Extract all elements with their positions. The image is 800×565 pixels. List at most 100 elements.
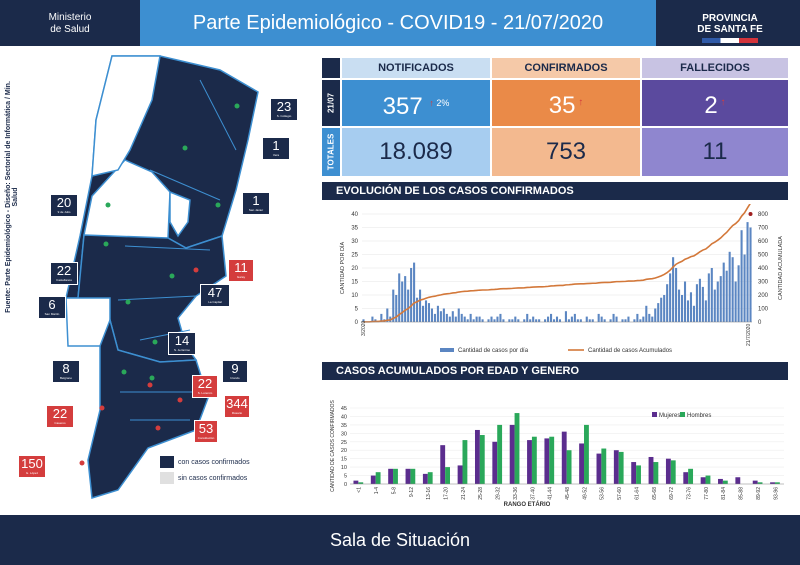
daily-bar	[490, 316, 493, 322]
bar-mujeres	[544, 438, 550, 484]
x-tick-label: 85-88	[739, 487, 745, 500]
daily-bar	[451, 311, 454, 322]
y-tick-label: 10	[351, 293, 358, 299]
legend-none: sin casos confirmados	[178, 475, 248, 482]
daily-bar	[508, 319, 511, 322]
province-line1: PROVINCIA	[702, 13, 758, 24]
daily-bar	[573, 313, 576, 322]
y-tick-label: 5	[355, 307, 359, 313]
y-axis-label: CANTIDAD POR DÍA	[339, 242, 346, 295]
org-line1: Ministerio	[48, 12, 92, 23]
daily-bar	[698, 278, 701, 322]
bar-mujeres	[613, 450, 619, 484]
header-deaths: FALLECIDOS	[642, 58, 788, 78]
x-tick-label: 45-48	[565, 487, 571, 500]
daily-bar	[564, 311, 567, 322]
x-tick-label: 93-96	[773, 487, 779, 500]
map-dots	[103, 103, 240, 381]
value-confirmed-today: 35 ↑	[492, 80, 640, 126]
x-tick-label: 89-92	[756, 487, 762, 500]
daily-bar	[591, 319, 594, 322]
x-tick-label: 5-8	[391, 487, 397, 494]
daily-bar	[710, 268, 713, 322]
legend-swatch-hombres	[680, 412, 685, 417]
daily-bar	[555, 316, 559, 322]
daily-bar	[597, 313, 600, 322]
daily-bar	[514, 316, 517, 322]
daily-bar	[392, 289, 395, 322]
bar-hombres	[549, 436, 555, 484]
daily-bar	[672, 257, 675, 322]
bar-mujeres	[405, 468, 411, 484]
y-tick-label: 30	[341, 431, 347, 437]
x-tick-label: 21/7/2020	[746, 324, 752, 346]
daily-bar	[380, 313, 383, 322]
daily-bar	[660, 297, 663, 322]
daily-bar	[576, 319, 579, 322]
daily-bar	[680, 295, 684, 322]
bar-mujeres	[561, 431, 567, 484]
daily-bar	[475, 316, 478, 322]
daily-bar	[722, 262, 725, 322]
bar-hombres	[393, 468, 398, 484]
bar-hombres	[497, 424, 503, 484]
x-tick-label: 61-64	[634, 487, 640, 500]
x-tick-label: 41-44	[548, 487, 554, 500]
x-tick-label: 9-12	[409, 487, 415, 497]
dept-label-highlight: 11 Garay	[228, 259, 254, 282]
y-tick-label: 0	[344, 482, 347, 488]
province-logo: PROVINCIA DE SANTA FE	[660, 0, 800, 46]
daily-bar	[621, 319, 624, 322]
y-tick-label: 10	[341, 465, 347, 471]
value-deaths-today: 2 ↑	[642, 80, 788, 126]
daily-bar	[707, 273, 710, 322]
bar-hombres	[757, 482, 763, 484]
dept-label: 1 San Javier	[242, 192, 270, 215]
daily-bar	[538, 319, 541, 322]
bar-mujeres	[596, 453, 602, 484]
y-tick-label: 15	[351, 280, 358, 286]
bar-mujeres	[353, 480, 359, 484]
daily-bar	[719, 276, 722, 322]
row-label-date: 21/07	[322, 80, 340, 126]
daily-bar	[439, 311, 442, 322]
daily-bar	[526, 313, 529, 322]
bar-mujeres	[388, 468, 394, 484]
bar-hombres	[774, 482, 780, 484]
daily-bar	[502, 319, 505, 322]
org-line2: de Salud	[50, 24, 90, 35]
daily-bar	[433, 313, 436, 322]
daily-bar	[645, 305, 648, 322]
y-tick-label: 20	[351, 266, 358, 272]
bar-hombres	[688, 468, 694, 484]
row-label-totals: TOTALES	[322, 128, 340, 176]
map-sin-casos-norte	[91, 55, 161, 177]
y-tick-label: 40	[341, 414, 347, 420]
chart1-title: EVOLUCIÓN DE LOS CASOS CONFIRMADOS	[322, 182, 788, 200]
daily-bar	[666, 284, 669, 322]
daily-bar	[404, 276, 407, 322]
header-notified: NOTIFICADOS	[342, 58, 490, 78]
daily-bar	[624, 319, 627, 322]
daily-bar	[585, 316, 588, 322]
daily-bar	[424, 300, 428, 322]
bar-hombres	[722, 480, 728, 484]
x-tick-label: 81-84	[721, 487, 727, 500]
bar-hombres	[636, 465, 641, 484]
header: Ministerio de Salud Parte Epidemiológico …	[0, 0, 800, 46]
notified-pct: 2%	[436, 98, 450, 108]
bar-mujeres	[665, 458, 671, 484]
age-gender-chart: 0 5 10 15 20 25 30 35 40 45 CANTIDAD DE CASOS CONF…	[330, 400, 784, 508]
daily-bar	[427, 303, 431, 322]
y2-tick-label: 100	[758, 307, 769, 313]
daily-bar	[401, 281, 404, 322]
x-tick-label: 17-20	[443, 487, 449, 500]
daily-bar	[499, 313, 502, 322]
daily-bar	[419, 289, 422, 322]
y-tick-label: 45	[341, 406, 347, 412]
x-tick-label: 69-72	[669, 487, 675, 500]
y-tick-label: 25	[351, 253, 358, 259]
daily-bar	[743, 254, 746, 322]
x-tick-label: 77-80	[704, 487, 710, 500]
chart2-title: CASOS ACUMULADOS POR EDAD Y GENERO	[322, 362, 788, 380]
